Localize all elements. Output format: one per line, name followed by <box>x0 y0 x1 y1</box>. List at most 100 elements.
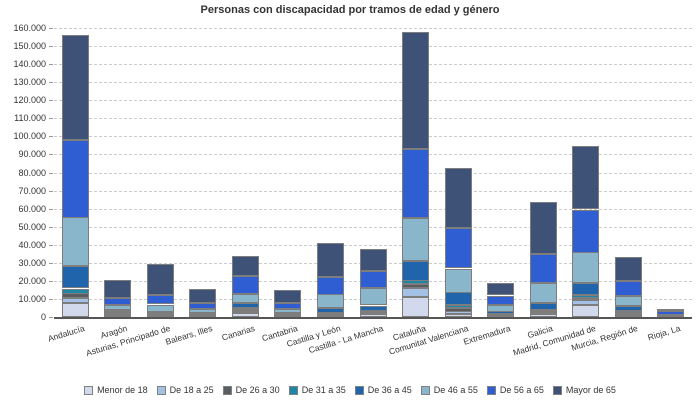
bar-segment[interactable] <box>61 266 89 288</box>
legend: Menor de 18 De 18 a 25 De 26 a 30 De 31 a 3… <box>0 385 700 395</box>
bar-segment[interactable] <box>572 210 600 253</box>
bar-segment[interactable] <box>189 309 217 313</box>
bar-segment[interactable] <box>104 298 132 305</box>
bar-segment[interactable] <box>529 303 557 310</box>
bar-segment[interactable] <box>359 314 387 317</box>
bar-segment[interactable] <box>231 308 259 310</box>
bar-segment[interactable] <box>359 288 387 305</box>
bar-castilla-la-mancha <box>359 28 387 317</box>
bar-segment[interactable] <box>61 140 89 218</box>
bar-segment[interactable] <box>614 257 642 281</box>
bar-segment[interactable] <box>572 300 600 305</box>
bar-segment[interactable] <box>444 292 472 305</box>
bar-segment[interactable] <box>104 310 132 312</box>
bar-segment[interactable] <box>104 280 132 298</box>
bar-segment[interactable] <box>359 249 387 271</box>
bar-segment[interactable] <box>444 269 472 293</box>
bar-segment[interactable] <box>231 313 259 317</box>
legend-item[interactable]: De 36 a 45 <box>354 385 412 395</box>
legend-item[interactable]: De 18 a 25 <box>156 385 214 395</box>
bar-segment[interactable] <box>572 298 600 300</box>
bar-segment[interactable] <box>657 309 685 311</box>
bar-segment[interactable] <box>444 305 472 308</box>
legend-item[interactable]: De 26 a 30 <box>222 385 280 395</box>
bar-segment[interactable] <box>529 314 557 317</box>
bar-segment[interactable] <box>146 264 174 295</box>
bar-segment[interactable] <box>614 306 642 311</box>
bar-segment[interactable] <box>146 295 174 304</box>
bar-segment[interactable] <box>657 311 685 315</box>
y-tick-label: 100.000 <box>13 131 46 142</box>
bar-segment[interactable] <box>614 313 642 315</box>
bar-catalu-a <box>402 28 430 317</box>
bar-segment[interactable] <box>444 168 472 228</box>
bar-segment[interactable] <box>61 289 89 294</box>
bar-segment[interactable] <box>274 290 302 303</box>
legend-item[interactable]: De 31 a 35 <box>288 385 346 395</box>
bar-segment[interactable] <box>614 315 642 317</box>
bar-segment[interactable] <box>316 308 344 313</box>
bar-segment[interactable] <box>614 281 642 296</box>
bar-segment[interactable] <box>61 303 89 317</box>
bar-segment[interactable] <box>316 294 344 308</box>
y-tick-mark <box>49 46 53 48</box>
legend-item[interactable]: Mayor de 65 <box>552 385 616 395</box>
bar-segment[interactable] <box>529 202 557 254</box>
legend-item[interactable]: De 46 a 55 <box>420 385 478 395</box>
y-tick-label: 160.000 <box>13 23 46 33</box>
bar-segment[interactable] <box>104 305 132 310</box>
bar-segment[interactable] <box>529 310 557 312</box>
bar-segment[interactable] <box>614 296 642 306</box>
bar-segment[interactable] <box>402 261 430 281</box>
bar-segment[interactable] <box>274 303 302 309</box>
bar-segment[interactable] <box>402 288 430 297</box>
bar-segment[interactable] <box>231 303 259 308</box>
x-tick-label: Andalucía <box>47 323 87 344</box>
bar-segment[interactable] <box>402 149 430 218</box>
bar-segment[interactable] <box>529 283 557 303</box>
legend-item[interactable]: De 56 a 65 <box>486 385 544 395</box>
bar-segment[interactable] <box>189 303 217 309</box>
bar-segment[interactable] <box>231 310 259 312</box>
legend-label: Menor de 18 <box>97 385 148 395</box>
bar-segment[interactable] <box>146 305 174 312</box>
bar-segment[interactable] <box>61 298 89 303</box>
bar-segment[interactable] <box>359 306 387 311</box>
bar-segment[interactable] <box>402 284 430 288</box>
bar-segment[interactable] <box>61 217 89 266</box>
bar-segment[interactable] <box>316 277 344 295</box>
bar-segment[interactable] <box>189 289 217 303</box>
y-tick-mark <box>49 208 53 210</box>
bar-segment[interactable] <box>274 309 302 313</box>
bar-segment[interactable] <box>572 283 600 295</box>
bar-segment[interactable] <box>402 218 430 261</box>
bar-andaluc-a <box>61 28 89 317</box>
bar-segment[interactable] <box>572 252 600 283</box>
bar-segment[interactable] <box>572 146 600 209</box>
bar-arag-n <box>104 28 132 317</box>
bar-segment[interactable] <box>487 305 515 312</box>
bar-segment[interactable] <box>61 35 89 140</box>
bar-segment[interactable] <box>444 228 472 268</box>
bar-segment[interactable] <box>231 256 259 276</box>
bar-segment[interactable] <box>104 315 132 317</box>
bar-segment[interactable] <box>529 254 557 283</box>
bar-segment[interactable] <box>444 308 472 312</box>
bar-segment[interactable] <box>402 297 430 317</box>
bar-segment[interactable] <box>316 243 344 277</box>
bar-segment[interactable] <box>487 296 515 305</box>
gridline <box>54 226 692 228</box>
bar-segment[interactable] <box>444 314 472 317</box>
bar-segment[interactable] <box>487 283 515 295</box>
bar-segment[interactable] <box>231 276 259 294</box>
bar-segment[interactable] <box>231 294 259 303</box>
bar-segment[interactable] <box>402 32 430 149</box>
legend-swatch-icon <box>552 385 562 395</box>
bar-segment[interactable] <box>572 305 600 317</box>
bar-segment[interactable] <box>572 295 600 298</box>
bar-segment[interactable] <box>359 271 387 288</box>
legend-item[interactable]: Menor de 18 <box>84 385 148 395</box>
gridline <box>54 118 692 120</box>
bar-rioja-la <box>657 28 685 317</box>
